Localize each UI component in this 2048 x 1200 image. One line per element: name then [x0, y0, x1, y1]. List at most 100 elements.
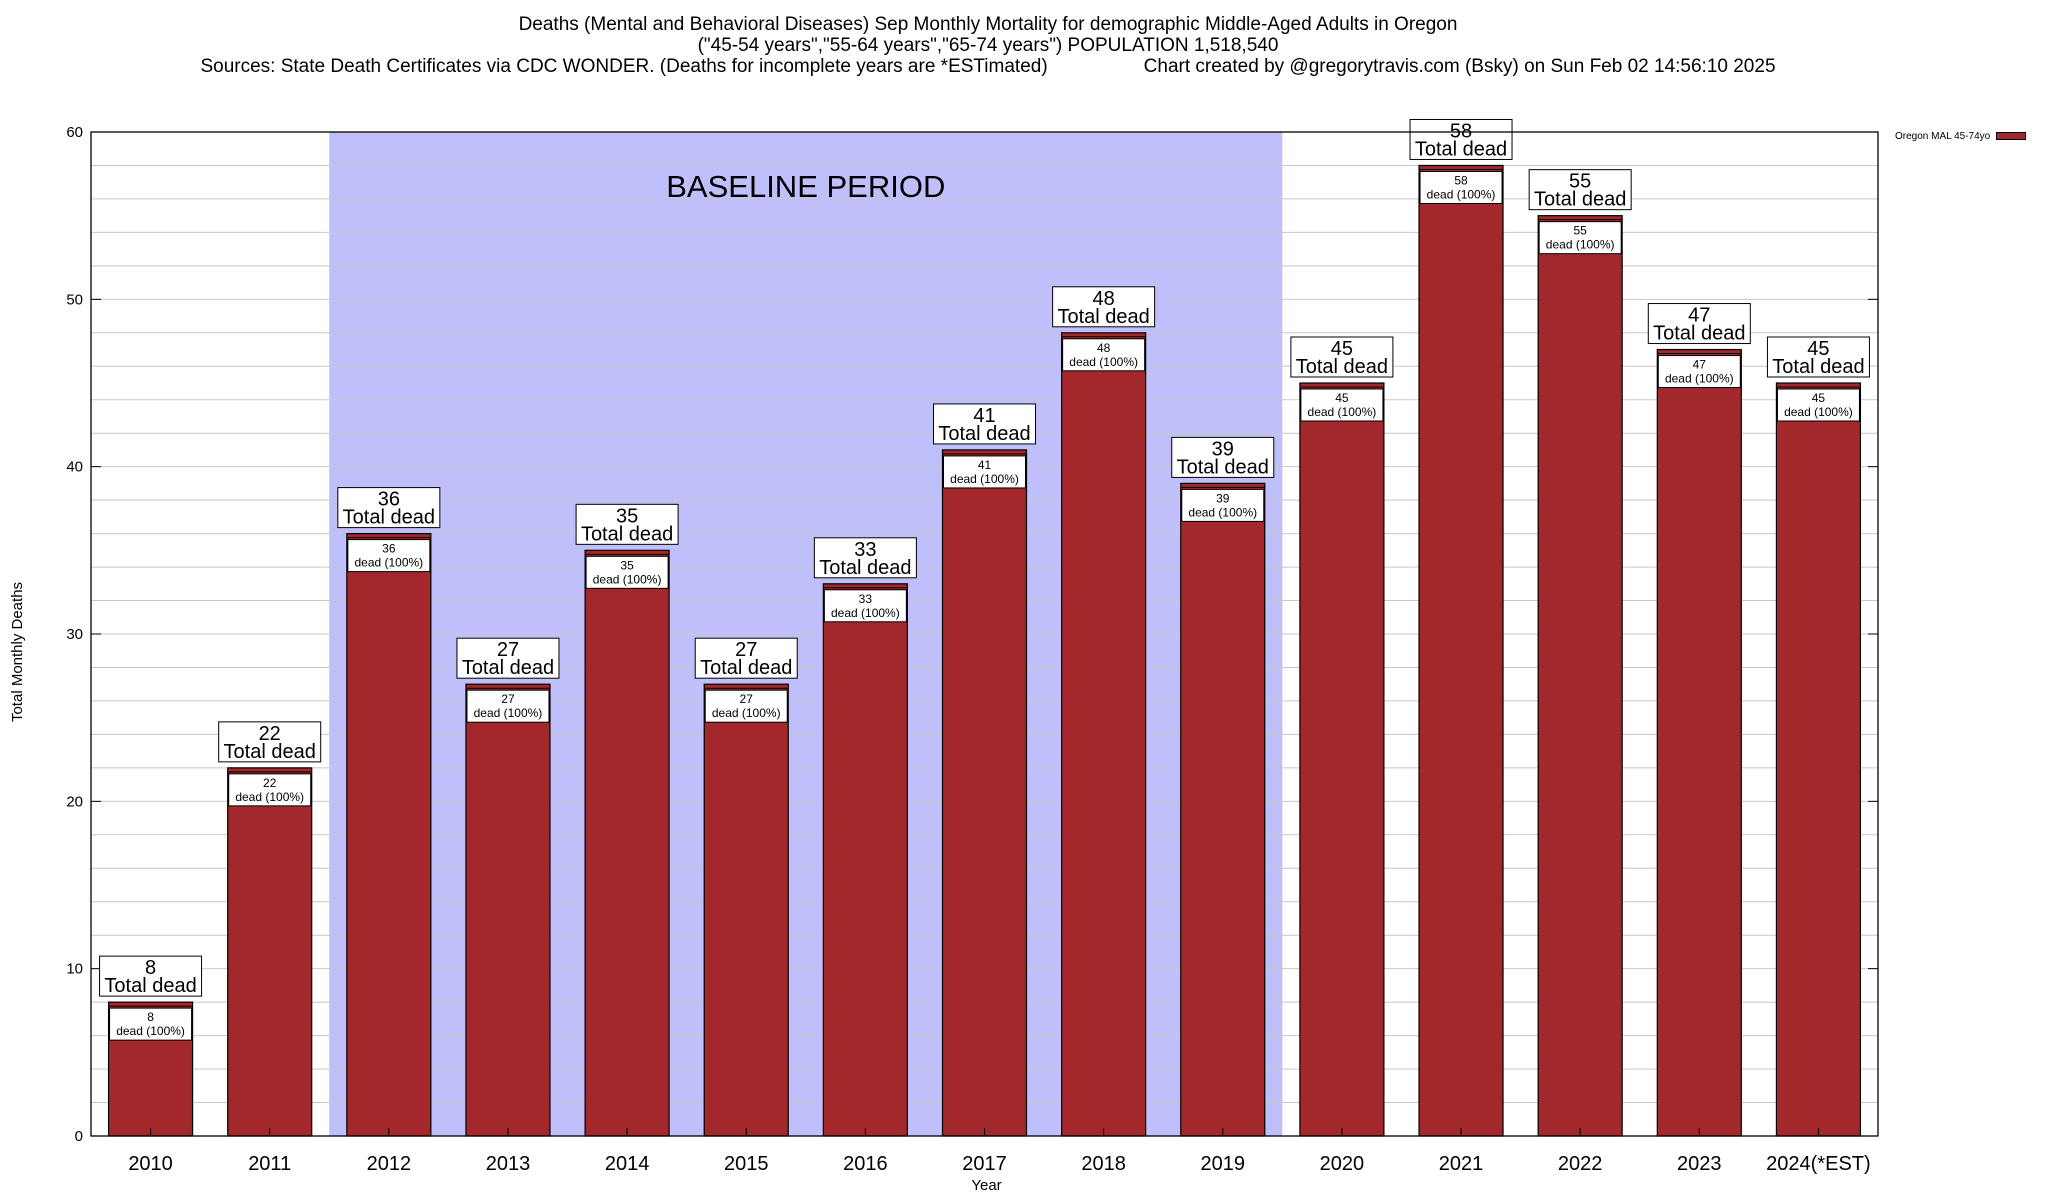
inner-label-box — [466, 689, 550, 723]
legend: Oregon MAL 45-74yo — [1895, 131, 2027, 142]
inner-label-box — [347, 539, 431, 573]
total-dead-label: Total dead — [1653, 323, 1745, 345]
total-dead-label: Total dead — [343, 507, 435, 529]
chart-title: Deaths (Mental and Behavioral Diseases) … — [518, 14, 1458, 35]
total-label-box — [218, 721, 322, 763]
y-tick-label: 20 — [66, 793, 83, 810]
chart-subtitle: ("45-54 years","55-64 years","65-74 year… — [697, 35, 1279, 56]
bar — [822, 583, 908, 1137]
y-tick-label: 50 — [66, 291, 83, 308]
inner-dead-label: dead (100%) — [1665, 372, 1734, 386]
inner-value-label: 48 — [1097, 341, 1111, 355]
x-tick-label: 2010 — [128, 1153, 173, 1175]
total-value-label: 55 — [1569, 171, 1591, 193]
total-value-label: 35 — [616, 505, 638, 527]
inner-dead-label: dead (100%) — [354, 556, 423, 570]
total-label-box — [99, 955, 203, 997]
x-tick-label: 2018 — [1081, 1153, 1126, 1175]
inner-dead-label: dead (100%) — [950, 472, 1019, 486]
x-axis-title: Year — [971, 1177, 1001, 1194]
total-label-box — [1528, 169, 1632, 211]
total-label-box — [1290, 336, 1394, 378]
inner-dead-label: dead (100%) — [1784, 405, 1853, 419]
bar — [1537, 215, 1623, 1137]
inner-dead-label: dead (100%) — [1308, 405, 1377, 419]
inner-value-label: 39 — [1216, 491, 1230, 505]
inner-value-label: 22 — [263, 776, 277, 790]
inner-value-label: 35 — [620, 558, 634, 572]
inner-value-label: 27 — [501, 692, 515, 706]
total-label-box — [1766, 336, 1870, 378]
inner-dead-label: dead (100%) — [235, 790, 304, 804]
total-value-label: 45 — [1807, 338, 1829, 360]
inner-value-label: 47 — [1693, 358, 1707, 372]
total-label-box — [694, 637, 798, 679]
x-tick-label: 2017 — [962, 1153, 1007, 1175]
plot-frame — [90, 131, 1879, 1137]
chart-credit: Chart created by @gregorytravis.com (Bsk… — [1143, 56, 1776, 77]
bar — [465, 683, 551, 1137]
inner-dead-label: dead (100%) — [831, 606, 900, 620]
total-label-box — [575, 503, 679, 545]
inner-label-box — [1776, 388, 1860, 422]
total-value-label: 41 — [973, 405, 995, 427]
inner-value-label: 45 — [1812, 391, 1826, 405]
total-value-label: 39 — [1212, 438, 1234, 460]
inner-label-box — [943, 455, 1026, 489]
legend-swatch — [1996, 132, 2027, 141]
bar — [1775, 382, 1862, 1137]
y-tick-label: 60 — [66, 124, 83, 141]
total-value-label: 48 — [1093, 288, 1115, 310]
y-axis-title: Total Monthly Deaths — [9, 582, 26, 722]
bar — [1418, 164, 1504, 1137]
inner-value-label: 36 — [382, 542, 396, 556]
total-dead-label: Total dead — [1772, 356, 1864, 378]
inner-dead-label: dead (100%) — [712, 706, 781, 720]
inner-dead-label: dead (100%) — [116, 1024, 185, 1038]
inner-dead-label: dead (100%) — [1427, 187, 1496, 201]
inner-label-box — [1657, 355, 1741, 389]
x-tick-label: 2019 — [1201, 1153, 1246, 1175]
total-label-box — [456, 637, 560, 679]
inner-label-box — [704, 689, 788, 723]
inner-dead-label: dead (100%) — [1188, 505, 1257, 519]
total-value-label: 8 — [145, 957, 156, 979]
inner-dead-label: dead (100%) — [1546, 238, 1615, 252]
inner-label-box — [585, 555, 669, 589]
inner-label-box — [1181, 488, 1265, 522]
x-tick-label: 2024(*EST) — [1766, 1153, 1871, 1175]
total-value-label: 33 — [854, 539, 876, 561]
total-dead-label: Total dead — [1534, 189, 1626, 211]
bar — [703, 683, 789, 1137]
total-dead-label: Total dead — [224, 741, 316, 763]
total-value-label: 27 — [497, 639, 519, 661]
inner-label-box — [1538, 221, 1622, 255]
total-value-label: 47 — [1688, 305, 1710, 327]
total-dead-label: Total dead — [819, 557, 911, 579]
baseline-period-label: BASELINE PERIOD — [666, 169, 945, 204]
x-tick-label: 2020 — [1320, 1153, 1365, 1175]
inner-value-label: 45 — [1335, 391, 1349, 405]
inner-label-box — [228, 773, 312, 807]
total-dead-label: Total dead — [1177, 456, 1269, 478]
inner-label-box — [1419, 170, 1503, 204]
total-dead-label: Total dead — [1057, 306, 1149, 328]
y-tick-label: 40 — [66, 459, 83, 476]
inner-value-label: 8 — [147, 1010, 154, 1024]
total-dead-label: Total dead — [462, 657, 554, 679]
y-tick-label: 0 — [75, 1128, 83, 1145]
total-label-box — [813, 537, 917, 579]
total-value-label: 45 — [1331, 338, 1353, 360]
inner-dead-label: dead (100%) — [474, 706, 543, 720]
inner-label-box — [109, 1007, 193, 1041]
x-tick-label: 2023 — [1677, 1153, 1722, 1175]
inner-value-label: 58 — [1454, 173, 1468, 187]
total-label-box — [933, 403, 1036, 445]
inner-value-label: 33 — [859, 592, 873, 606]
bar — [1180, 482, 1266, 1137]
chart-source-line: Sources: State Death Certificates via CD… — [0, 56, 1976, 77]
total-value-label: 36 — [378, 489, 400, 511]
total-dead-label: Total dead — [1296, 356, 1388, 378]
chart-sources: Sources: State Death Certificates via CD… — [200, 56, 1048, 77]
legend-label: Oregon MAL 45-74yo — [1895, 131, 1991, 142]
